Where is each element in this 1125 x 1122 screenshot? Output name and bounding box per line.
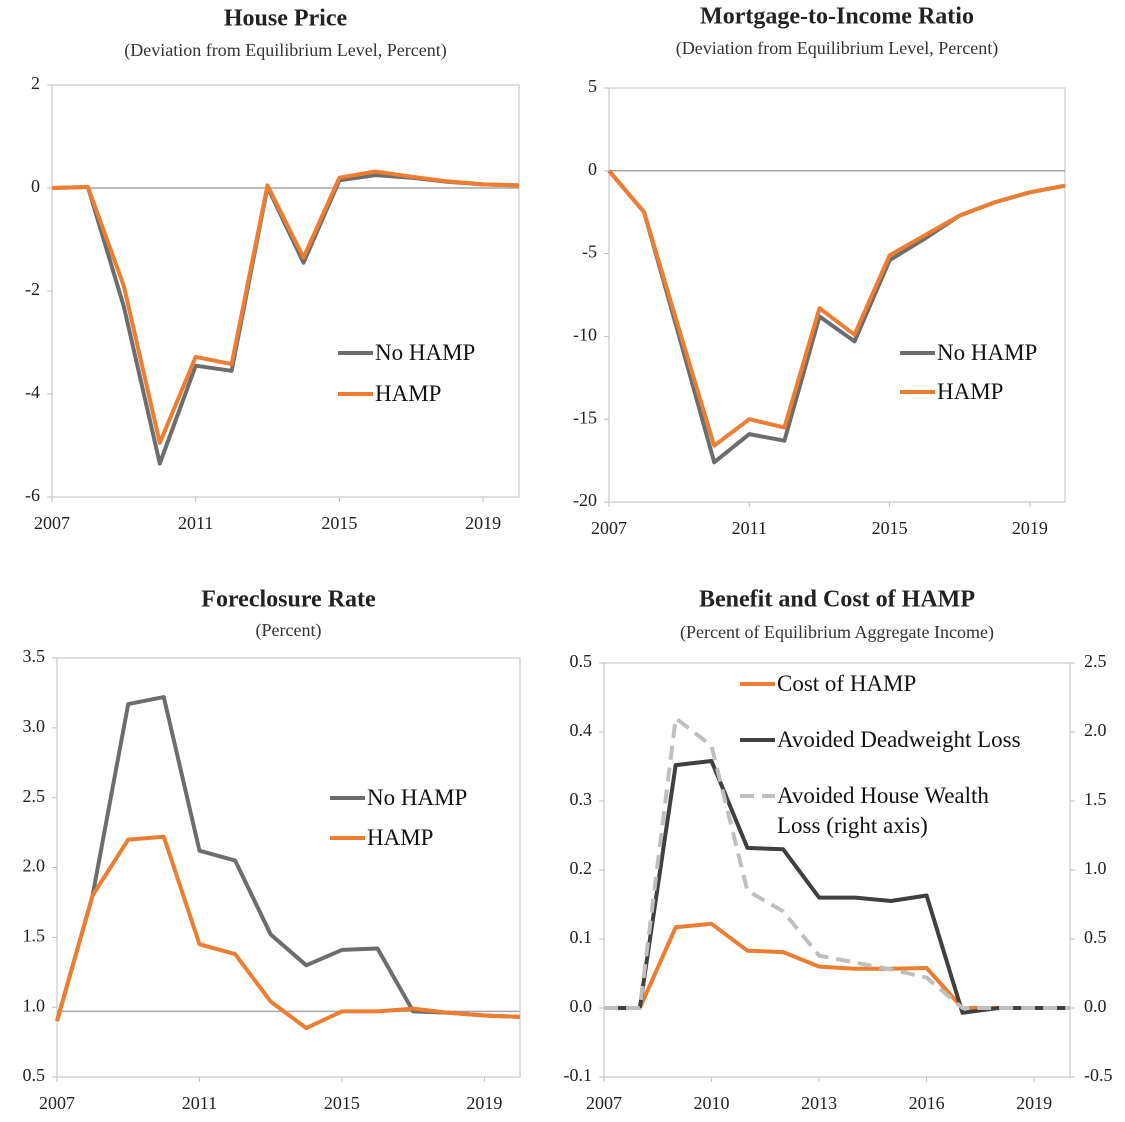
y-tick-label: -6 xyxy=(25,485,40,505)
x-tick-label: 2007 xyxy=(586,1093,622,1113)
y2-tick-label: 2.5 xyxy=(1084,651,1107,671)
x-tick-label: 2015 xyxy=(321,513,357,533)
y-tick-label: 1.5 xyxy=(23,925,46,945)
legend-entry: No HAMP xyxy=(367,785,468,810)
chart-subtitle: (Percent) xyxy=(256,620,322,641)
y-tick-label: -4 xyxy=(25,382,40,402)
y-tick-label: -15 xyxy=(573,407,597,427)
y-tick-label: 0.4 xyxy=(570,720,593,740)
legend-entry: No HAMP xyxy=(375,340,476,365)
y-tick-label: 0.1 xyxy=(570,927,593,947)
series-line xyxy=(604,921,1070,1010)
legend-label: No HAMP xyxy=(937,340,1038,365)
y2-tick-label: 2.0 xyxy=(1084,720,1107,740)
y-tick-label: -0.1 xyxy=(564,1065,593,1085)
y-tick-label: -5 xyxy=(582,242,597,262)
legend-label: HAMP xyxy=(367,825,434,850)
y-tick-label: 0.5 xyxy=(23,1065,46,1085)
x-tick-label: 2007 xyxy=(591,518,627,538)
y-tick-label: 3.5 xyxy=(23,646,46,666)
y-tick-label: 0.2 xyxy=(570,858,593,878)
legend-entry: Avoided Deadweight Loss xyxy=(777,727,1021,752)
legend-entry: No HAMP xyxy=(937,340,1038,365)
x-tick-label: 2011 xyxy=(182,1093,217,1113)
x-tick-label: 2010 xyxy=(694,1093,730,1113)
y-tick-label: 2.0 xyxy=(23,856,46,876)
chart-title: House Price xyxy=(224,6,348,32)
x-tick-label: 2019 xyxy=(466,1093,502,1113)
chart-subtitle: (Deviation from Equilibrium Level, Perce… xyxy=(676,38,998,59)
series-line xyxy=(55,834,521,1031)
y-tick-label: 0 xyxy=(31,176,40,196)
legend-label: Cost of HAMP xyxy=(777,671,917,696)
legend-label: No HAMP xyxy=(367,785,468,810)
y-tick-label: 1.0 xyxy=(23,995,46,1015)
y-tick-label: -10 xyxy=(573,325,597,345)
legend-label: HAMP xyxy=(937,379,1004,404)
legend-label: HAMP xyxy=(375,381,442,406)
series-line xyxy=(604,759,1070,1015)
x-tick-label: 2019 xyxy=(1012,518,1048,538)
x-tick-label: 2015 xyxy=(872,518,908,538)
y-tick-label: 0 xyxy=(588,159,597,179)
x-tick-label: 2007 xyxy=(39,1093,75,1113)
legend-label: Avoided House Wealth Loss (right axis) xyxy=(777,783,989,838)
x-tick-label: 2019 xyxy=(1016,1093,1052,1113)
legend-label: No HAMP xyxy=(375,340,476,365)
x-tick-label: 2011 xyxy=(732,518,767,538)
series-line xyxy=(604,716,1070,1010)
plot-frame xyxy=(608,87,1066,503)
legend-entry: HAMP xyxy=(937,379,1004,404)
y2-tick-label: -0.5 xyxy=(1084,1065,1113,1085)
legend-label: Avoided Deadweight Loss xyxy=(777,727,1021,752)
x-tick-label: 2011 xyxy=(178,513,213,533)
legend-entry: Cost of HAMP xyxy=(777,671,917,696)
chart-title: Mortgage-to-Income Ratio xyxy=(700,4,974,30)
y2-tick-label: 1.0 xyxy=(1084,858,1107,878)
chart-title: Benefit and Cost of HAMP xyxy=(699,587,975,613)
y-tick-label: 3.0 xyxy=(23,716,46,736)
chart-title: Foreclosure Rate xyxy=(201,587,376,613)
y2-tick-label: 1.5 xyxy=(1084,789,1107,809)
x-tick-label: 2007 xyxy=(34,513,70,533)
x-tick-label: 2016 xyxy=(909,1093,945,1113)
legend-entry: HAMP xyxy=(375,381,442,406)
y2-tick-label: 0.5 xyxy=(1084,927,1107,947)
legend-entry: Avoided House Wealth Loss (right axis) xyxy=(777,783,989,838)
y-tick-label: 0.3 xyxy=(570,789,593,809)
series-line xyxy=(51,169,520,445)
chart-subtitle: (Deviation from Equilibrium Level, Perce… xyxy=(124,40,446,61)
x-tick-label: 2013 xyxy=(801,1093,837,1113)
y2-tick-label: 0.0 xyxy=(1084,996,1107,1016)
y-tick-label: -20 xyxy=(573,490,597,510)
x-tick-label: 2019 xyxy=(465,513,501,533)
chart-subtitle: (Percent of Equilibrium Aggregate Income… xyxy=(680,622,994,643)
x-tick-label: 2015 xyxy=(324,1093,360,1113)
y-tick-label: 2 xyxy=(31,73,40,93)
y-tick-label: 5 xyxy=(588,76,597,96)
legend-entry: HAMP xyxy=(367,825,434,850)
y-tick-label: 2.5 xyxy=(23,786,46,806)
y-tick-label: 0.5 xyxy=(570,651,593,671)
y-tick-label: -2 xyxy=(25,279,40,299)
y-tick-label: 0.0 xyxy=(570,996,593,1016)
series-line xyxy=(607,169,1066,448)
